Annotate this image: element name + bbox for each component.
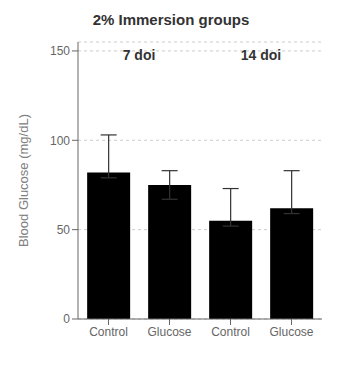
svg-text:14 doi: 14 doi [241,47,281,63]
svg-text:Glucose: Glucose [147,325,191,339]
svg-text:150: 150 [50,44,70,58]
svg-text:Control: Control [211,325,250,339]
svg-text:0: 0 [63,312,70,326]
svg-text:Glucose: Glucose [269,325,313,339]
svg-text:Blood Glucose (mg/dL): Blood Glucose (mg/dL) [16,114,31,247]
svg-text:Control: Control [89,325,128,339]
svg-text:7 doi: 7 doi [123,47,156,63]
svg-text:50: 50 [57,223,71,237]
html-text:2% Immersion groups: 2% Immersion groups [92,11,250,28]
svg-text:100: 100 [50,134,70,148]
